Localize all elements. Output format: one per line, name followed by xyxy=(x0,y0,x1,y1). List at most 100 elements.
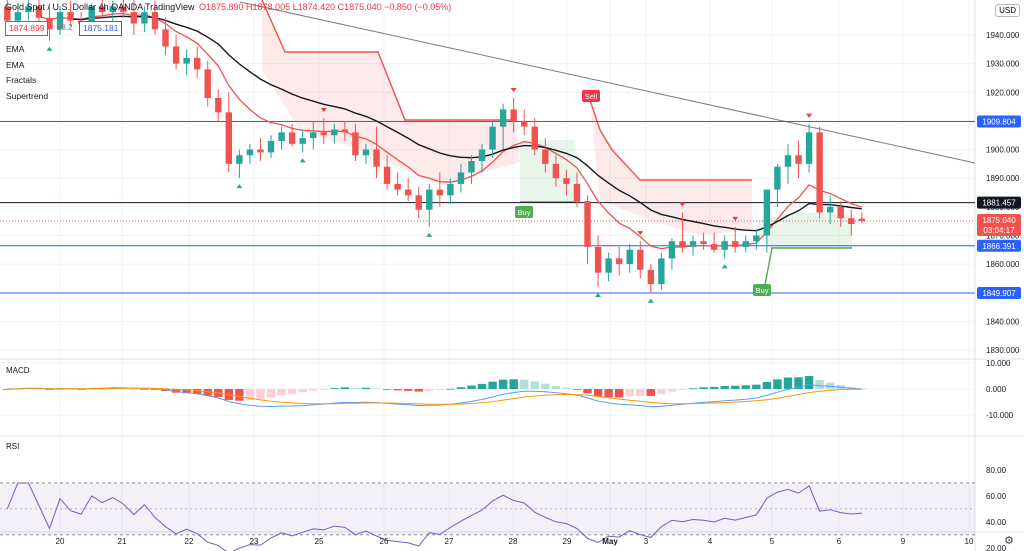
macd-histogram-bar xyxy=(245,389,255,401)
macd-histogram-bar xyxy=(182,389,191,394)
time-axis-label: 10 xyxy=(965,537,974,546)
interval[interactable]: 4h xyxy=(98,2,109,12)
level-tag-label: 1849.907 xyxy=(982,289,1016,298)
last-price-tag-bg xyxy=(977,214,1021,237)
macd-histogram-bar xyxy=(298,389,307,393)
candle-body xyxy=(183,57,190,64)
indicator-supertrend[interactable]: Supertrend xyxy=(6,90,49,101)
time-axis-label: 9 xyxy=(901,537,906,546)
candle-body xyxy=(573,183,581,202)
time-axis-label: 23 xyxy=(250,537,259,546)
level-tag-bg xyxy=(977,196,1021,209)
macd-histogram-bar xyxy=(203,389,212,396)
macd-axis-tick: 10.000 xyxy=(986,359,1011,368)
time-axis-label: 26 xyxy=(380,537,389,546)
ohlc-values: O1875.890 H1878.005 L1874.420 C1875.040 … xyxy=(199,2,452,12)
macd-histogram-bar xyxy=(414,389,423,392)
candle-body xyxy=(584,201,591,247)
macd-histogram-bar xyxy=(636,389,645,396)
candle-body xyxy=(816,132,823,213)
macd-histogram-bar xyxy=(509,379,518,389)
candle-body xyxy=(858,218,866,222)
price-axis-tick: 1930.000 xyxy=(986,60,1020,69)
candle-body xyxy=(795,155,802,164)
indicator-fractals[interactable]: Fractals xyxy=(6,75,37,85)
candle-body xyxy=(531,126,538,150)
candle-body xyxy=(753,235,760,242)
candle-body xyxy=(4,6,11,21)
macd-histogram-bar xyxy=(709,386,719,389)
macd-histogram-bar xyxy=(351,387,360,389)
macd-histogram-bar xyxy=(3,389,12,390)
macd-histogram-bar xyxy=(551,385,561,389)
level-tag-label: 1866.391 xyxy=(982,242,1016,251)
macd-histogram-bar xyxy=(150,389,160,390)
level-tag-bg xyxy=(977,115,1021,128)
candle-body xyxy=(35,6,43,18)
candle-body xyxy=(331,129,338,136)
candle-body xyxy=(615,258,623,265)
candle-body xyxy=(489,126,496,150)
fractal-down-marker xyxy=(426,232,433,237)
time-axis-label: 5 xyxy=(770,537,775,546)
supertrend-line-down xyxy=(589,99,752,181)
candle-body xyxy=(151,12,159,30)
fractal-down-marker xyxy=(595,293,602,297)
candle-body xyxy=(341,129,349,133)
macd-histogram-bar xyxy=(340,387,350,389)
price-axis-tick: 1940.000 xyxy=(986,31,1020,40)
candle-body xyxy=(225,112,233,164)
signal-buy-label: Buy xyxy=(518,208,531,217)
macd-histogram-bar xyxy=(741,385,750,389)
macd-histogram-bar xyxy=(667,389,677,392)
macd-histogram-bar xyxy=(657,389,666,395)
symbol-name[interactable]: Gold Spot / U.S. Dollar xyxy=(5,2,97,12)
candle-body xyxy=(605,258,612,273)
candle-body xyxy=(563,178,570,184)
macd-signal-line xyxy=(7,387,862,405)
time-axis-label: 22 xyxy=(185,537,194,546)
macd-histogram-bar xyxy=(277,389,286,396)
currency-button[interactable]: USD xyxy=(995,4,1020,17)
macd-histogram-bar xyxy=(678,389,687,390)
candle-body xyxy=(710,244,718,250)
rsi-title[interactable]: RSI xyxy=(6,442,20,451)
settings-gear-icon[interactable]: ⚙ xyxy=(1004,535,1014,547)
candle-body xyxy=(172,46,180,64)
candle-body xyxy=(267,140,275,153)
macd-histogram-bar xyxy=(129,388,139,390)
candle-body xyxy=(742,241,749,247)
last-price-label: 1875.040 xyxy=(982,216,1016,225)
macd-histogram-bar xyxy=(614,389,624,398)
macd-histogram-bar xyxy=(330,388,339,389)
bid-price[interactable]: 1874.899 xyxy=(5,21,49,36)
candle-body xyxy=(352,132,359,156)
price-axis-tick: 1830.000 xyxy=(986,346,1020,355)
candle-body xyxy=(46,17,53,30)
rsi-band-fill xyxy=(0,482,975,535)
candle-body xyxy=(848,218,855,224)
macd-title[interactable]: MACD xyxy=(6,366,30,375)
macd-histogram-bar xyxy=(604,389,613,398)
signal-label-bg xyxy=(515,206,533,218)
signal-label-bg xyxy=(582,90,600,102)
macd-histogram-bar xyxy=(488,381,497,389)
price-axis-tick: 1900.000 xyxy=(986,146,1020,155)
fractal-down-marker xyxy=(46,46,53,51)
rsi-axis-tick: 80.00 xyxy=(986,466,1007,475)
ask-price[interactable]: 1875.181 xyxy=(79,21,123,36)
candle-body xyxy=(805,132,813,164)
indicator-ema-slow[interactable]: EMA xyxy=(6,59,25,70)
candle-body xyxy=(457,172,465,184)
candle-body xyxy=(763,189,771,236)
candle-body xyxy=(668,241,676,259)
indicator-ema-fast[interactable]: EMA xyxy=(6,44,25,54)
signal-buy-label: Buy xyxy=(756,286,769,295)
price-axis-tick: 1840.000 xyxy=(986,317,1020,326)
macd-histogram-bar xyxy=(783,377,793,389)
time-axis-label: 6 xyxy=(837,537,842,546)
broker: OANDA xyxy=(111,2,143,12)
macd-histogram-bar xyxy=(477,383,487,389)
